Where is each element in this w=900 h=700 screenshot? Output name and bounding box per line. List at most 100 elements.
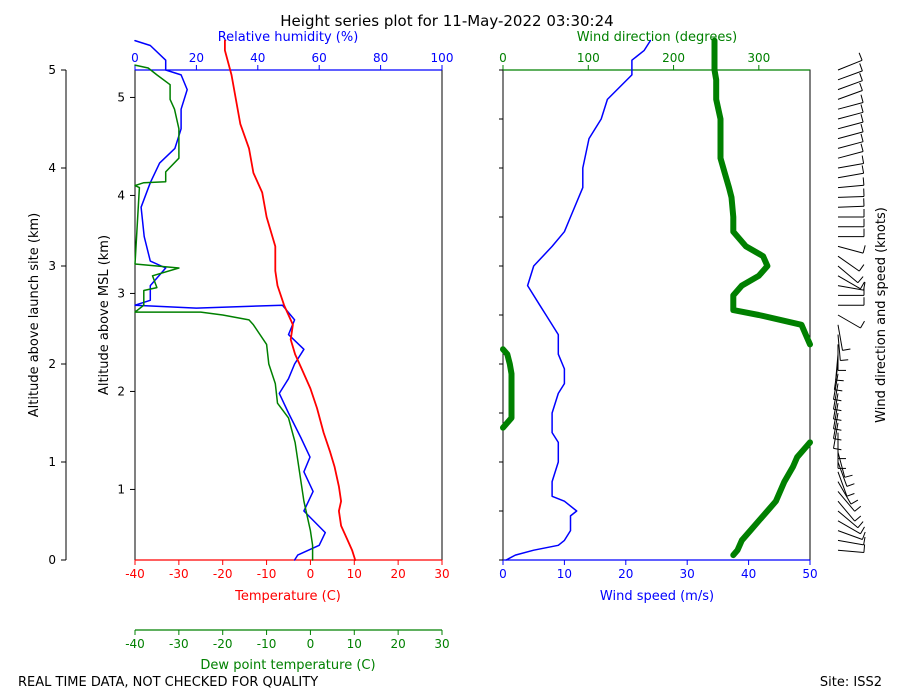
wind-barb-flag <box>833 398 842 402</box>
wind-direction-line <box>711 37 813 348</box>
wind-barb <box>837 520 861 535</box>
wind-barb <box>837 275 861 290</box>
wind-barb <box>837 471 848 497</box>
rh-axis-label: Relative humidity (%) <box>218 30 359 45</box>
wind-barb <box>837 151 864 159</box>
wind-barb-flag <box>860 526 865 535</box>
series-layer <box>134 37 813 561</box>
wind-barb-flag <box>859 73 863 81</box>
msl-altitude-axis-label: Altitude above MSL (km) <box>97 235 112 395</box>
wind-barb-layer <box>833 52 866 553</box>
relative-humidity-line <box>134 39 327 561</box>
wind-barb <box>837 141 864 149</box>
wind-barb-flag <box>859 82 863 91</box>
wind-barb <box>837 265 859 284</box>
wind-barb-flag <box>833 408 842 412</box>
wind-barb-flag <box>860 94 864 103</box>
wind-barb <box>837 80 863 91</box>
site-altitude-tick-label: 1 <box>48 455 56 469</box>
rh-tick-label: 60 <box>312 51 327 65</box>
dewpoint-tick-label: -30 <box>169 637 189 651</box>
site-altitude-tick-label: 5 <box>48 63 56 77</box>
dewpoint-line <box>134 64 314 561</box>
site-altitude-axis-label: Altitude above launch site (km) <box>27 213 42 417</box>
wind-barb <box>837 121 864 130</box>
wind-barb-flag <box>862 245 866 254</box>
rh-tick-label: 100 <box>431 51 454 65</box>
dewpoint-tick-label: -40 <box>125 637 145 651</box>
wind-barb <box>837 111 864 120</box>
wind-barb-flag <box>860 281 865 290</box>
wind-barb <box>833 403 839 429</box>
wind-direction-tick-label: 200 <box>662 51 685 65</box>
wind-barb <box>837 481 852 505</box>
wind-barb <box>837 324 843 351</box>
wind-barb-flag <box>850 499 859 505</box>
wind-barb-flag <box>833 438 842 441</box>
wind-barb <box>837 510 859 529</box>
wind-barb-flag <box>858 52 863 61</box>
wind-barb-flag <box>860 123 864 133</box>
temperature-tick-label: 0 <box>307 567 315 581</box>
temperature-tick-label: 10 <box>347 567 362 581</box>
wind-barb-flag <box>861 531 866 540</box>
site-altitude-tick-label: 4 <box>48 161 56 175</box>
wind-barb <box>837 452 846 478</box>
wind-barb <box>837 70 863 81</box>
wind-speed-tick-label: 0 <box>499 567 507 581</box>
wind-barb-flag <box>854 515 862 522</box>
wind-barb-flag <box>844 474 853 478</box>
temperature-line <box>223 39 357 561</box>
wind-barb <box>837 102 864 110</box>
wind-barb-flag <box>854 505 862 512</box>
wind-barb <box>837 245 864 254</box>
wind-barb-flag <box>833 428 842 431</box>
wind-barb-flag <box>857 276 864 284</box>
rh-tick-label: 0 <box>131 51 139 65</box>
wind-barb-flag <box>861 165 865 174</box>
wind-barb-flag <box>846 483 855 487</box>
site-altitude-tick-label: 2 <box>48 357 56 371</box>
wind-barb <box>833 422 839 449</box>
wind-barb <box>833 383 839 410</box>
msl-altitude-tick-label: 2 <box>117 384 125 398</box>
wind-barb-flag <box>833 418 842 421</box>
wind-barb <box>837 461 848 487</box>
wind-barb-flag <box>857 521 864 529</box>
wind-barb <box>837 205 865 208</box>
wind-barb <box>833 412 839 439</box>
wind-barb <box>837 500 856 522</box>
dewpoint-tick-label: -10 <box>257 637 277 651</box>
wind-speed-tick-label: 10 <box>557 567 572 581</box>
wind-speed-axis-label: Wind speed (m/s) <box>600 589 714 604</box>
wind-barb-flag <box>835 379 844 382</box>
wind-barb <box>837 131 864 140</box>
footer-quality-note: REAL TIME DATA, NOT CHECKED FOR QUALITY <box>18 675 318 690</box>
wind-barb <box>837 184 864 189</box>
dewpoint-tick-label: 10 <box>347 637 362 651</box>
wind-barb-flag <box>860 133 864 142</box>
wind-barb <box>837 285 864 291</box>
wind-barb-flag <box>846 493 855 497</box>
wind-barb <box>837 59 863 71</box>
wind-barb-flag <box>860 143 864 152</box>
wind-barb <box>833 373 839 400</box>
wind-direction-line <box>730 439 813 559</box>
wind-direction-line <box>500 346 515 431</box>
dewpoint-tick-label: 20 <box>391 637 406 651</box>
wind-barb-flag <box>860 114 864 123</box>
msl-altitude-tick-label: 5 <box>117 90 125 104</box>
dewpoint-tick-label: 30 <box>434 637 449 651</box>
dewpoint-tick-label: -20 <box>213 637 233 651</box>
site-altitude-tick-label: 0 <box>48 553 56 567</box>
wind-barb-flag <box>842 348 851 351</box>
tick-layer: -40 -30 -20 -10 0 10 20 30-40 -30 -20 -10 0 10 20 300 2… <box>48 51 817 651</box>
temperature-tick-label: -40 <box>125 567 145 581</box>
wind-direction-axis-label: Wind direction (degrees) <box>577 30 737 45</box>
temperature-tick-label: -20 <box>213 567 233 581</box>
wind-speed-tick-label: 40 <box>741 567 756 581</box>
wind-barb-flag <box>833 447 842 451</box>
wind-barb-flag <box>858 264 865 272</box>
wind-barb <box>837 255 860 272</box>
footer-site: Site: ISS2 <box>820 675 882 690</box>
